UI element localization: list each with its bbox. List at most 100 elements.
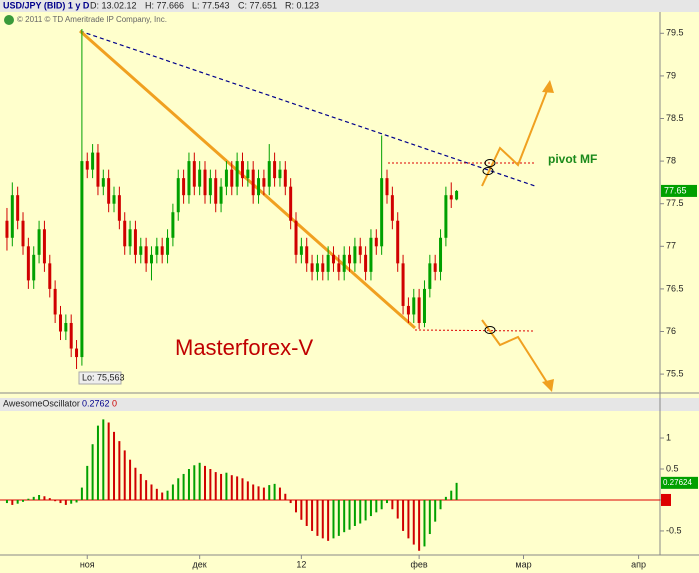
x-tick-label: ноя — [80, 559, 95, 569]
osc-value: 0.2762 — [82, 398, 110, 408]
y-tick-label: 79.5 — [666, 28, 684, 38]
candle-body — [85, 161, 89, 170]
candle-body — [192, 161, 196, 187]
x-tick-label: дек — [193, 559, 207, 569]
candle-body — [32, 254, 36, 281]
y-tick-label: 78.5 — [666, 113, 684, 123]
candle-body — [166, 237, 170, 255]
candle-body — [182, 178, 186, 196]
candle-body — [176, 178, 180, 213]
candle-body — [439, 237, 443, 272]
candle-body — [369, 237, 373, 272]
candle-body — [203, 169, 207, 196]
arrow-head — [542, 379, 554, 392]
y-tick-label: 0.5 — [666, 463, 679, 473]
y-tick-label: 75.5 — [666, 368, 684, 378]
header-close: C: 77.651 — [238, 0, 277, 10]
candle-body — [144, 246, 148, 264]
header-low: L: 77.543 — [192, 0, 230, 10]
candle-body — [224, 169, 228, 187]
last-value-box — [661, 476, 698, 489]
candle-body — [348, 254, 352, 264]
candle-body — [262, 178, 266, 187]
candle-body — [139, 246, 143, 255]
candle-body — [331, 254, 335, 264]
candle-body — [358, 246, 362, 255]
symbol[interactable]: USD/JPY (BID) 1 y D — [3, 0, 90, 10]
candle-body — [219, 186, 223, 204]
header-date: D: 13.02.12 — [90, 0, 137, 10]
candle-body — [278, 169, 282, 179]
candle-body — [267, 161, 271, 187]
candle-body — [117, 195, 121, 221]
y-tick-label: -0.5 — [666, 525, 682, 535]
candle-body — [53, 288, 57, 315]
arrow-head — [542, 80, 554, 93]
candle-body — [417, 297, 421, 323]
candle-body — [187, 161, 191, 196]
candle-body — [198, 169, 202, 187]
header-bar — [0, 0, 699, 12]
candle-body — [160, 246, 164, 255]
x-tick-label: 12 — [296, 559, 306, 569]
candle-body — [16, 195, 20, 221]
candle-body — [10, 195, 14, 238]
candle-body — [385, 178, 389, 196]
candle-body — [455, 190, 459, 200]
candle-body — [428, 263, 432, 289]
candle-body — [107, 178, 111, 204]
copyright: © 2011 © TD Ameritrade IP Company, Inc. — [17, 15, 167, 24]
marker — [484, 326, 496, 334]
pivot-line — [414, 329, 536, 332]
pivot-label: pivot MF — [548, 152, 597, 166]
low-box — [78, 371, 122, 385]
arrow-up — [481, 87, 549, 187]
last-price-label: 77.65 — [664, 185, 687, 195]
candle-body — [21, 220, 25, 247]
y-tick-label: 76 — [666, 326, 676, 336]
info-icon[interactable] — [4, 15, 14, 25]
candle-body — [240, 161, 244, 179]
candle-body — [315, 263, 319, 272]
y-tick-label: 76.5 — [666, 283, 684, 293]
candle-body — [128, 229, 132, 247]
y-tick-label: 77.5 — [666, 198, 684, 208]
y-tick-label: 1 — [666, 432, 671, 442]
candle-body — [26, 246, 30, 281]
candle-body — [149, 254, 153, 264]
y-tick-label: 77 — [666, 241, 676, 251]
candle-body — [64, 322, 68, 332]
y-tick-label: 78 — [666, 155, 676, 165]
candle-body — [133, 229, 137, 255]
candle-body — [433, 263, 437, 272]
header-high: H: 77.666 — [145, 0, 184, 10]
candle-body — [75, 348, 79, 358]
candle-body — [294, 220, 298, 255]
last-price-box — [661, 184, 697, 197]
candle-body — [230, 169, 234, 187]
candle-body — [310, 263, 314, 272]
candle-body — [37, 229, 41, 255]
osc-zero: 0 — [112, 398, 117, 408]
candle-body — [337, 263, 341, 272]
candle-body — [289, 186, 293, 221]
candle-body — [69, 322, 73, 349]
candle-body — [406, 305, 410, 315]
candle-body — [353, 246, 357, 264]
candle-body — [422, 288, 426, 323]
candle-body — [48, 263, 52, 289]
candle-body — [364, 254, 368, 272]
candle-body — [321, 263, 325, 272]
candle-body — [96, 152, 100, 187]
candle-body — [91, 152, 95, 170]
x-tick-label: фев — [411, 559, 428, 569]
candle-body — [208, 178, 212, 196]
candle-body — [374, 237, 378, 247]
candle-body — [101, 178, 105, 187]
low-label: Lo: 75,563 — [82, 372, 125, 382]
arrow-down — [481, 319, 549, 385]
marker — [484, 159, 496, 167]
